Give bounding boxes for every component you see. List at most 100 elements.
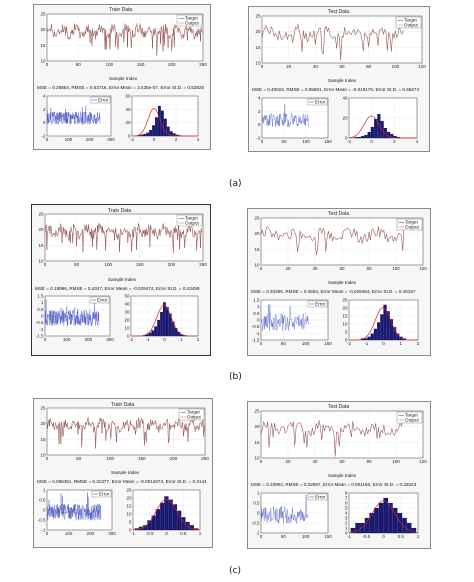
hist-xtick-label: -1 bbox=[131, 531, 135, 536]
error-legend-label: Error bbox=[97, 297, 108, 302]
hist-ytick-label: 0 bbox=[345, 136, 348, 141]
histogram-bar bbox=[181, 517, 186, 531]
hist-xtick-label: 2 bbox=[197, 337, 200, 342]
panel-c-test: Test Data 0 20 40 60 80 100 120 10 15 20 25 Target O… bbox=[247, 401, 431, 549]
error-legend-box bbox=[307, 98, 328, 106]
main-ytick-label: 10 bbox=[254, 263, 260, 268]
error-ytick-label: -1 bbox=[39, 327, 43, 332]
main-ytick-label: 25 bbox=[254, 216, 260, 221]
hist-xtick-label: 2 bbox=[393, 139, 396, 144]
legend-box bbox=[396, 218, 423, 231]
main-xtick-label: 20 bbox=[286, 64, 292, 69]
hist-xtick-label: 1 bbox=[417, 534, 420, 539]
hist-ytick-label: 4 bbox=[345, 511, 348, 516]
hist-ytick-label: 5 bbox=[129, 520, 132, 525]
normal-fit-curve bbox=[132, 498, 201, 531]
error-xtick-label: 100 bbox=[302, 139, 310, 144]
error-ytick-label: -1.5 bbox=[252, 338, 260, 343]
main-xtick-label: 150 bbox=[136, 262, 144, 267]
error-ytick-label: 1 bbox=[257, 304, 260, 309]
hist-ytick-label: 7 bbox=[345, 496, 348, 501]
output-series-line bbox=[46, 23, 203, 56]
error-ytick-label: -1 bbox=[255, 331, 259, 336]
hist-xtick-label: -2 bbox=[347, 139, 351, 144]
main-ytick-label: 10 bbox=[40, 453, 46, 458]
error-series-line bbox=[260, 304, 309, 331]
legend-box bbox=[176, 14, 203, 27]
histogram-bar bbox=[147, 520, 152, 531]
histogram-bar bbox=[374, 118, 378, 139]
error-series-line bbox=[260, 494, 309, 524]
panel-title: Train Data bbox=[111, 402, 135, 408]
hist-xtick-label: 0.5 bbox=[398, 534, 405, 539]
hist-ytick-label: 20 bbox=[342, 116, 348, 121]
error-ytick-label: 4 bbox=[43, 94, 46, 99]
histogram-bar bbox=[160, 110, 164, 137]
error-xtick-label: 0 bbox=[261, 139, 264, 144]
stats-text: MSE = 0.098451, RMSE = 0.31377, Error Me… bbox=[37, 479, 207, 484]
error-xtick-label: 150 bbox=[324, 341, 332, 346]
main-ytick-label: 25 bbox=[40, 406, 46, 411]
histogram-bar bbox=[355, 522, 360, 534]
panel-b-train: Train Data 0 50 100 150 200 250 10 15 20 25 Target… bbox=[31, 204, 211, 356]
stats-text: MSE = 0.18996, RMSE = 0.4347, Error Mean… bbox=[35, 286, 200, 291]
caption-c: (c) bbox=[229, 566, 241, 576]
hist-ytick-label: 40 bbox=[125, 107, 131, 112]
main-ytick-label: 25 bbox=[254, 409, 260, 414]
main-xtick-label: 80 bbox=[366, 459, 372, 464]
legend-target-label: Target bbox=[404, 18, 417, 23]
main-xtick-label: 60 bbox=[339, 64, 345, 69]
hist-xtick-label: 4 bbox=[416, 139, 419, 144]
error-xtick-label: 0 bbox=[260, 341, 263, 346]
main-xtick-label: 100 bbox=[392, 459, 400, 464]
error-ytick-label: 2 bbox=[43, 107, 46, 112]
histogram-bar bbox=[168, 499, 173, 531]
legend-output-label: Output bbox=[405, 224, 420, 229]
normal-fit-curve bbox=[349, 307, 418, 341]
main-xtick-label: 120 bbox=[419, 266, 427, 271]
main-ytick-label: 20 bbox=[254, 231, 260, 236]
x-axis-label: Sample Index bbox=[109, 76, 138, 81]
histogram-bar bbox=[165, 307, 169, 337]
main-ytick-label: 15 bbox=[38, 243, 44, 248]
main-xtick-label: 100 bbox=[106, 62, 114, 67]
normal-fit-curve bbox=[348, 115, 417, 139]
hist-xtick-label: 1 bbox=[399, 341, 402, 346]
histogram-bar bbox=[155, 509, 161, 531]
histogram-bar bbox=[364, 134, 368, 139]
main-xtick-label: 50 bbox=[76, 62, 82, 67]
panel-title: Train Data bbox=[109, 7, 133, 13]
main-xtick-label: 0 bbox=[260, 459, 263, 464]
panel-c-train: Train Data 0 50 100 150 200 250 10 15 20 25 Target… bbox=[33, 398, 213, 548]
hist-xtick-label: -2 bbox=[129, 337, 133, 342]
hist-xtick-label: 0 bbox=[382, 534, 385, 539]
main-xtick-label: 200 bbox=[168, 62, 176, 67]
error-legend-box bbox=[89, 296, 110, 304]
error-ytick-label: -1.5 bbox=[36, 334, 44, 339]
error-series-line bbox=[44, 299, 100, 327]
histogram-bar bbox=[354, 136, 358, 139]
error-ytick-label: 0.5 bbox=[37, 307, 44, 312]
main-ytick-label: 20 bbox=[254, 424, 260, 429]
error-ytick-label: 0.5 bbox=[39, 498, 46, 503]
histogram-bar bbox=[373, 328, 377, 341]
caption-b: (b) bbox=[229, 372, 242, 382]
legend-box bbox=[396, 411, 423, 424]
output-series-line bbox=[260, 225, 405, 256]
error-ytick-label: -1 bbox=[255, 531, 259, 536]
error-legend-label: Error bbox=[98, 97, 109, 102]
error-ytick-label: 1 bbox=[257, 491, 260, 496]
main-xtick-label: 20 bbox=[285, 459, 291, 464]
main-ytick-label: 10 bbox=[38, 259, 44, 264]
histogram-bar bbox=[377, 113, 381, 139]
histogram-bar bbox=[397, 512, 403, 534]
error-xtick-label: 200 bbox=[86, 137, 94, 142]
hist-xtick-label: 0 bbox=[153, 137, 156, 142]
error-ytick-label: 1.5 bbox=[37, 294, 44, 299]
error-ytick-label: 1.5 bbox=[253, 298, 260, 303]
histogram-bar bbox=[357, 136, 362, 139]
hist-ytick-label: 15 bbox=[342, 314, 348, 319]
error-legend-label: Error bbox=[315, 301, 326, 306]
hist-ytick-label: 3 bbox=[345, 516, 348, 521]
